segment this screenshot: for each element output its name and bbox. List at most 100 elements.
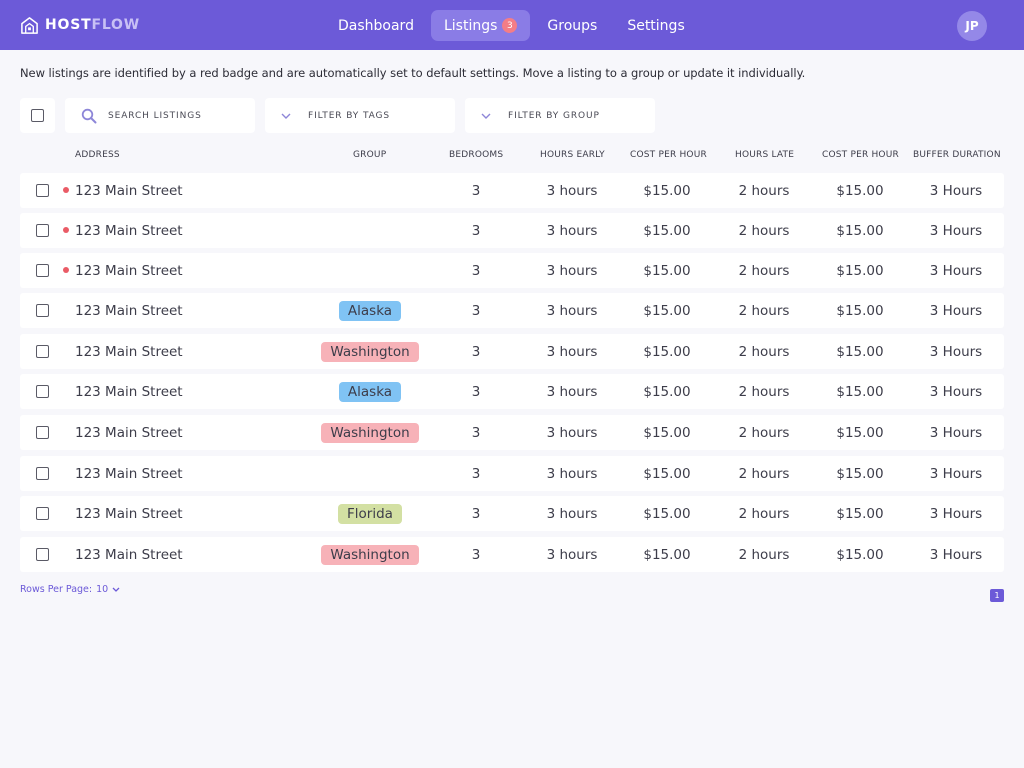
- header-cost-late[interactable]: COST PER HOUR: [822, 150, 899, 160]
- row-checkbox[interactable]: [36, 264, 49, 277]
- row-checkbox[interactable]: [36, 184, 49, 197]
- cell-buffer-duration: 3 Hours: [929, 465, 983, 482]
- table-row[interactable]: 123 Main Street 3 3 hours $15.00 2 hours $15.…: [20, 253, 1004, 288]
- cell-address[interactable]: 123 Main Street: [75, 302, 183, 319]
- row-checkbox[interactable]: [36, 224, 49, 237]
- listings-count-badge: 3: [502, 18, 518, 33]
- filter-by-tags-dropdown[interactable]: FILTER BY TAGS: [265, 98, 455, 133]
- cell-bedrooms: 3: [471, 302, 481, 319]
- search-icon: [81, 108, 97, 124]
- cell-hours-late: 2 hours: [738, 505, 790, 522]
- cell-address[interactable]: 123 Main Street: [75, 343, 183, 360]
- cell-address[interactable]: 123 Main Street: [75, 222, 183, 239]
- cell-group: [305, 213, 435, 248]
- cell-buffer-duration: 3 Hours: [929, 424, 983, 441]
- row-checkbox[interactable]: [36, 385, 49, 398]
- nav-dashboard[interactable]: Dashboard: [325, 10, 427, 41]
- new-listing-badge: [63, 227, 69, 233]
- group-tag[interactable]: Washington: [321, 341, 419, 362]
- table-row[interactable]: 123 Main Street Alaska 3 3 hours $15.00 2 hou…: [20, 374, 1004, 409]
- cell-address[interactable]: 123 Main Street: [75, 465, 183, 482]
- row-checkbox[interactable]: [36, 548, 49, 561]
- cell-hours-late: 2 hours: [738, 383, 790, 400]
- brand-name-bold: HOST: [45, 17, 92, 33]
- main-nav: Dashboard Listings 3 Groups Settings: [325, 10, 702, 41]
- table-row[interactable]: 123 Main Street Washington 3 3 hours $15.00 2…: [20, 537, 1004, 572]
- search-input[interactable]: [108, 110, 238, 121]
- cell-hours-early: 3 hours: [546, 383, 598, 400]
- cell-hours-early: 3 hours: [546, 465, 598, 482]
- cell-cost-late: $15.00: [836, 343, 884, 360]
- cell-hours-early: 3 hours: [546, 182, 598, 199]
- cell-group: Alaska: [305, 293, 435, 328]
- cell-bedrooms: 3: [471, 383, 481, 400]
- cell-address[interactable]: 123 Main Street: [75, 505, 183, 522]
- cell-cost-late: $15.00: [836, 505, 884, 522]
- group-tag[interactable]: Alaska: [338, 300, 402, 321]
- header-hours-late[interactable]: HOURS LATE: [735, 150, 795, 160]
- cell-cost-late: $15.00: [836, 302, 884, 319]
- cell-address[interactable]: 123 Main Street: [75, 546, 183, 563]
- group-tag[interactable]: Alaska: [338, 381, 402, 402]
- user-avatar[interactable]: JP: [957, 11, 987, 41]
- cell-hours-early: 3 hours: [546, 262, 598, 279]
- cell-cost-early: $15.00: [643, 222, 691, 239]
- info-message: New listings are identified by a red bad…: [20, 66, 806, 80]
- cell-cost-early: $15.00: [643, 505, 691, 522]
- table-row[interactable]: 123 Main Street Washington 3 3 hours $15.00 2…: [20, 415, 1004, 450]
- nav-settings[interactable]: Settings: [614, 10, 697, 41]
- row-checkbox[interactable]: [36, 426, 49, 439]
- table-row[interactable]: 123 Main Street 3 3 hours $15.00 2 hours $15.…: [20, 173, 1004, 208]
- cell-hours-late: 2 hours: [738, 262, 790, 279]
- rows-per-page-selector[interactable]: Rows Per Page: 10: [20, 584, 120, 595]
- cell-group: Alaska: [305, 374, 435, 409]
- cell-cost-early: $15.00: [643, 546, 691, 563]
- cell-address[interactable]: 123 Main Street: [75, 383, 183, 400]
- cell-cost-late: $15.00: [836, 222, 884, 239]
- cell-bedrooms: 3: [471, 424, 481, 441]
- cell-cost-early: $15.00: [643, 465, 691, 482]
- filter-by-tags-label: FILTER BY TAGS: [308, 110, 391, 121]
- row-checkbox[interactable]: [36, 304, 49, 317]
- nav-listings[interactable]: Listings 3: [430, 10, 531, 41]
- table-row[interactable]: 123 Main Street Washington 3 3 hours $15.00 2…: [20, 334, 1004, 369]
- nav-dashboard-label: Dashboard: [338, 17, 414, 34]
- row-checkbox[interactable]: [36, 507, 49, 520]
- group-tag[interactable]: Florida: [338, 503, 402, 524]
- header-group[interactable]: GROUP: [353, 150, 387, 160]
- cell-cost-late: $15.00: [836, 182, 884, 199]
- header-buffer-duration[interactable]: BUFFER DURATION: [913, 150, 1001, 160]
- brand-logo[interactable]: HOSTFLOW: [20, 14, 140, 36]
- row-checkbox[interactable]: [36, 467, 49, 480]
- group-tag[interactable]: Washington: [321, 422, 419, 443]
- cell-buffer-duration: 3 Hours: [929, 182, 983, 199]
- cell-bedrooms: 3: [471, 465, 481, 482]
- cell-group: Washington: [305, 415, 435, 450]
- table-row[interactable]: 123 Main Street Florida 3 3 hours $15.00 2 ho…: [20, 496, 1004, 531]
- header-bedrooms[interactable]: BEDROOMS: [449, 150, 504, 160]
- cell-buffer-duration: 3 Hours: [929, 383, 983, 400]
- row-checkbox[interactable]: [36, 345, 49, 358]
- page-button-current[interactable]: 1: [990, 589, 1004, 602]
- header-cost-early[interactable]: COST PER HOUR: [630, 150, 707, 160]
- table-row[interactable]: 123 Main Street Alaska 3 3 hours $15.00 2 hou…: [20, 293, 1004, 328]
- nav-groups[interactable]: Groups: [534, 10, 610, 41]
- cell-cost-early: $15.00: [643, 383, 691, 400]
- table-row[interactable]: 123 Main Street 3 3 hours $15.00 2 hours $15.…: [20, 213, 1004, 248]
- cell-buffer-duration: 3 Hours: [929, 546, 983, 563]
- header-address[interactable]: ADDRESS: [75, 150, 120, 160]
- cell-group: Washington: [305, 334, 435, 369]
- group-tag[interactable]: Washington: [321, 544, 419, 565]
- nav-groups-label: Groups: [547, 17, 598, 34]
- select-all-checkbox[interactable]: [31, 109, 44, 122]
- nav-settings-label: Settings: [627, 17, 685, 34]
- cell-group: Florida: [305, 496, 435, 531]
- cell-address[interactable]: 123 Main Street: [75, 424, 183, 441]
- table-row[interactable]: 123 Main Street 3 3 hours $15.00 2 hours $15.…: [20, 456, 1004, 491]
- cell-buffer-duration: 3 Hours: [929, 505, 983, 522]
- header-hours-early[interactable]: HOURS EARLY: [540, 150, 605, 160]
- cell-address[interactable]: 123 Main Street: [75, 182, 183, 199]
- new-listing-badge: [63, 187, 69, 193]
- cell-address[interactable]: 123 Main Street: [75, 262, 183, 279]
- filter-by-group-dropdown[interactable]: FILTER BY GROUP: [465, 98, 655, 133]
